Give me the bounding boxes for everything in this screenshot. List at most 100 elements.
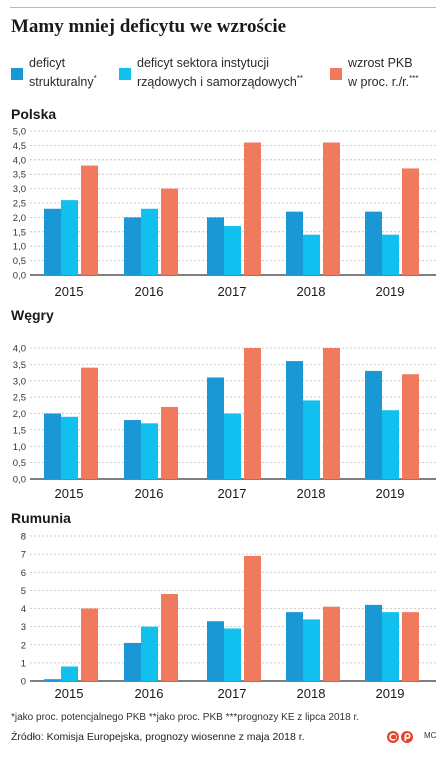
bar-structural-2018 [286, 211, 303, 275]
x-tick-label-2018: 2018 [297, 486, 326, 501]
footnote-1: *jako proc. potencjalnego PKB [11, 712, 147, 723]
legend-mark-gdp: *** [409, 74, 419, 83]
bar-gdp-2016 [161, 406, 178, 479]
footnote-2: **jako proc. PKB [148, 712, 223, 723]
y-tick-label: 3,0 [13, 184, 26, 195]
bar-government-2017 [224, 413, 241, 479]
y-tick-label: 2 [21, 640, 26, 651]
bar-government-2015 [61, 416, 78, 479]
chart-title-rumunia: Rumunia [11, 510, 71, 526]
x-tick-label-2016: 2016 [135, 284, 164, 299]
bar-government-2017 [224, 628, 241, 681]
bar-gdp-2019 [402, 374, 419, 479]
bar-government-2015 [61, 200, 78, 275]
bar-gdp-2017 [244, 142, 261, 275]
top-rule [10, 7, 436, 8]
bar-structural-2015 [44, 413, 61, 479]
bar-government-2019 [382, 612, 399, 681]
bar-government-2017 [224, 226, 241, 275]
bar-structural-2015 [44, 208, 61, 275]
y-tick-label: 3,5 [13, 170, 26, 181]
y-tick-label: 1,5 [13, 425, 26, 436]
y-tick-label: 0,5 [13, 256, 26, 267]
page-title: Mamy mniej deficytu we wzroście [11, 16, 287, 37]
y-tick-label: 2,5 [13, 199, 26, 210]
y-tick-label: 5 [21, 586, 26, 597]
bar-gdp-2015 [81, 608, 98, 681]
y-tick-label: 2,0 [13, 409, 26, 420]
bar-structural-2018 [286, 361, 303, 479]
bar-structural-2017 [207, 217, 224, 275]
chart-title-polska: Polska [11, 106, 57, 122]
y-tick-label: 8 [21, 532, 26, 543]
bar-government-2016 [141, 208, 158, 275]
y-tick-label: 4,5 [13, 141, 26, 152]
x-tick-label-2017: 2017 [218, 686, 247, 701]
bar-government-2016 [141, 626, 158, 681]
x-tick-label-2017: 2017 [218, 486, 247, 501]
legend-swatch-gdp [330, 68, 342, 80]
author-credit: MC [424, 731, 437, 740]
x-tick-label-2019: 2019 [376, 486, 405, 501]
x-tick-label-2015: 2015 [55, 686, 84, 701]
y-tick-label: 6 [21, 568, 26, 579]
footnotes: *jako proc. potencjalnego PKB **jako pro… [11, 712, 359, 723]
y-tick-label: 5,0 [13, 127, 26, 138]
x-tick-label-2015: 2015 [55, 486, 84, 501]
legend-swatch-structural [11, 68, 23, 80]
x-tick-label-2015: 2015 [55, 284, 84, 299]
legend-label-government-1: deficyt sektora instytucji [137, 56, 269, 70]
bar-structural-2018 [286, 612, 303, 681]
legend-label-gdp-2: w proc. r./r. [348, 75, 410, 90]
x-tick-label-2018: 2018 [297, 284, 326, 299]
y-tick-label: 4,0 [13, 344, 26, 355]
x-tick-label-2016: 2016 [135, 686, 164, 701]
chart-polska: 0,0 0,5 1,0 1,5 2,0 2,5 3,0 3,5 4,0 4,5 5,0 2015 201… [13, 127, 436, 299]
y-tick-label: 2,0 [13, 213, 26, 224]
chart-rumunia: 0 1 2 3 4 5 6 7 8 2015 2016 2017 2018 2019 [21, 532, 436, 701]
bar-gdp-2016 [161, 594, 178, 681]
legend-label-government-2: rządowych i samorządowych [137, 75, 297, 90]
publisher-logo [387, 731, 413, 743]
y-tick-label: 2,5 [13, 393, 26, 404]
bar-structural-2019 [365, 370, 382, 479]
bar-structural-2016 [124, 217, 141, 275]
y-tick-label: 4,0 [13, 155, 26, 166]
y-tick-label: 3,0 [13, 376, 26, 387]
bar-government-2015 [61, 666, 78, 681]
y-tick-label: 3 [21, 622, 26, 633]
bar-gdp-2015 [81, 165, 98, 275]
x-tick-label-2017: 2017 [218, 284, 247, 299]
bar-government-2018 [303, 400, 320, 479]
x-tick-label-2019: 2019 [376, 686, 405, 701]
bar-government-2019 [382, 410, 399, 479]
legend-label-structural-2: strukturalny [29, 75, 94, 90]
y-tick-label: 1 [21, 658, 26, 669]
y-tick-label: 3,5 [13, 360, 26, 371]
bar-gdp-2018 [323, 142, 340, 275]
legend-mark-structural: * [93, 74, 97, 83]
bar-government-2016 [141, 423, 158, 479]
bar-structural-2016 [124, 642, 141, 681]
bar-structural-2016 [124, 420, 141, 479]
y-tick-label: 4 [21, 604, 26, 615]
footnote-3: ***prognozy KE z lipca 2018 r. [225, 712, 360, 723]
y-tick-label: 0,0 [13, 475, 26, 486]
bar-structural-2017 [207, 621, 224, 681]
bar-gdp-2017 [244, 348, 261, 479]
y-tick-label: 0 [21, 677, 26, 688]
bar-structural-2017 [207, 377, 224, 479]
chart-title-wegry: Węgry [11, 307, 54, 323]
bar-structural-2015 [44, 679, 61, 681]
x-tick-label-2019: 2019 [376, 284, 405, 299]
y-tick-label: 0,0 [13, 271, 26, 282]
x-tick-label-2016: 2016 [135, 486, 164, 501]
source-note: Źródło: Komisja Europejska, prognozy wio… [11, 731, 305, 743]
legend-mark-government: ** [296, 74, 304, 83]
bar-gdp-2018 [323, 606, 340, 681]
legend-label-gdp-1: wzrost PKB [348, 56, 413, 70]
y-tick-label: 1,0 [13, 242, 26, 253]
bar-structural-2019 [365, 211, 382, 275]
legend-label-structural-1: deficyt [29, 56, 66, 70]
bar-government-2019 [382, 234, 399, 275]
